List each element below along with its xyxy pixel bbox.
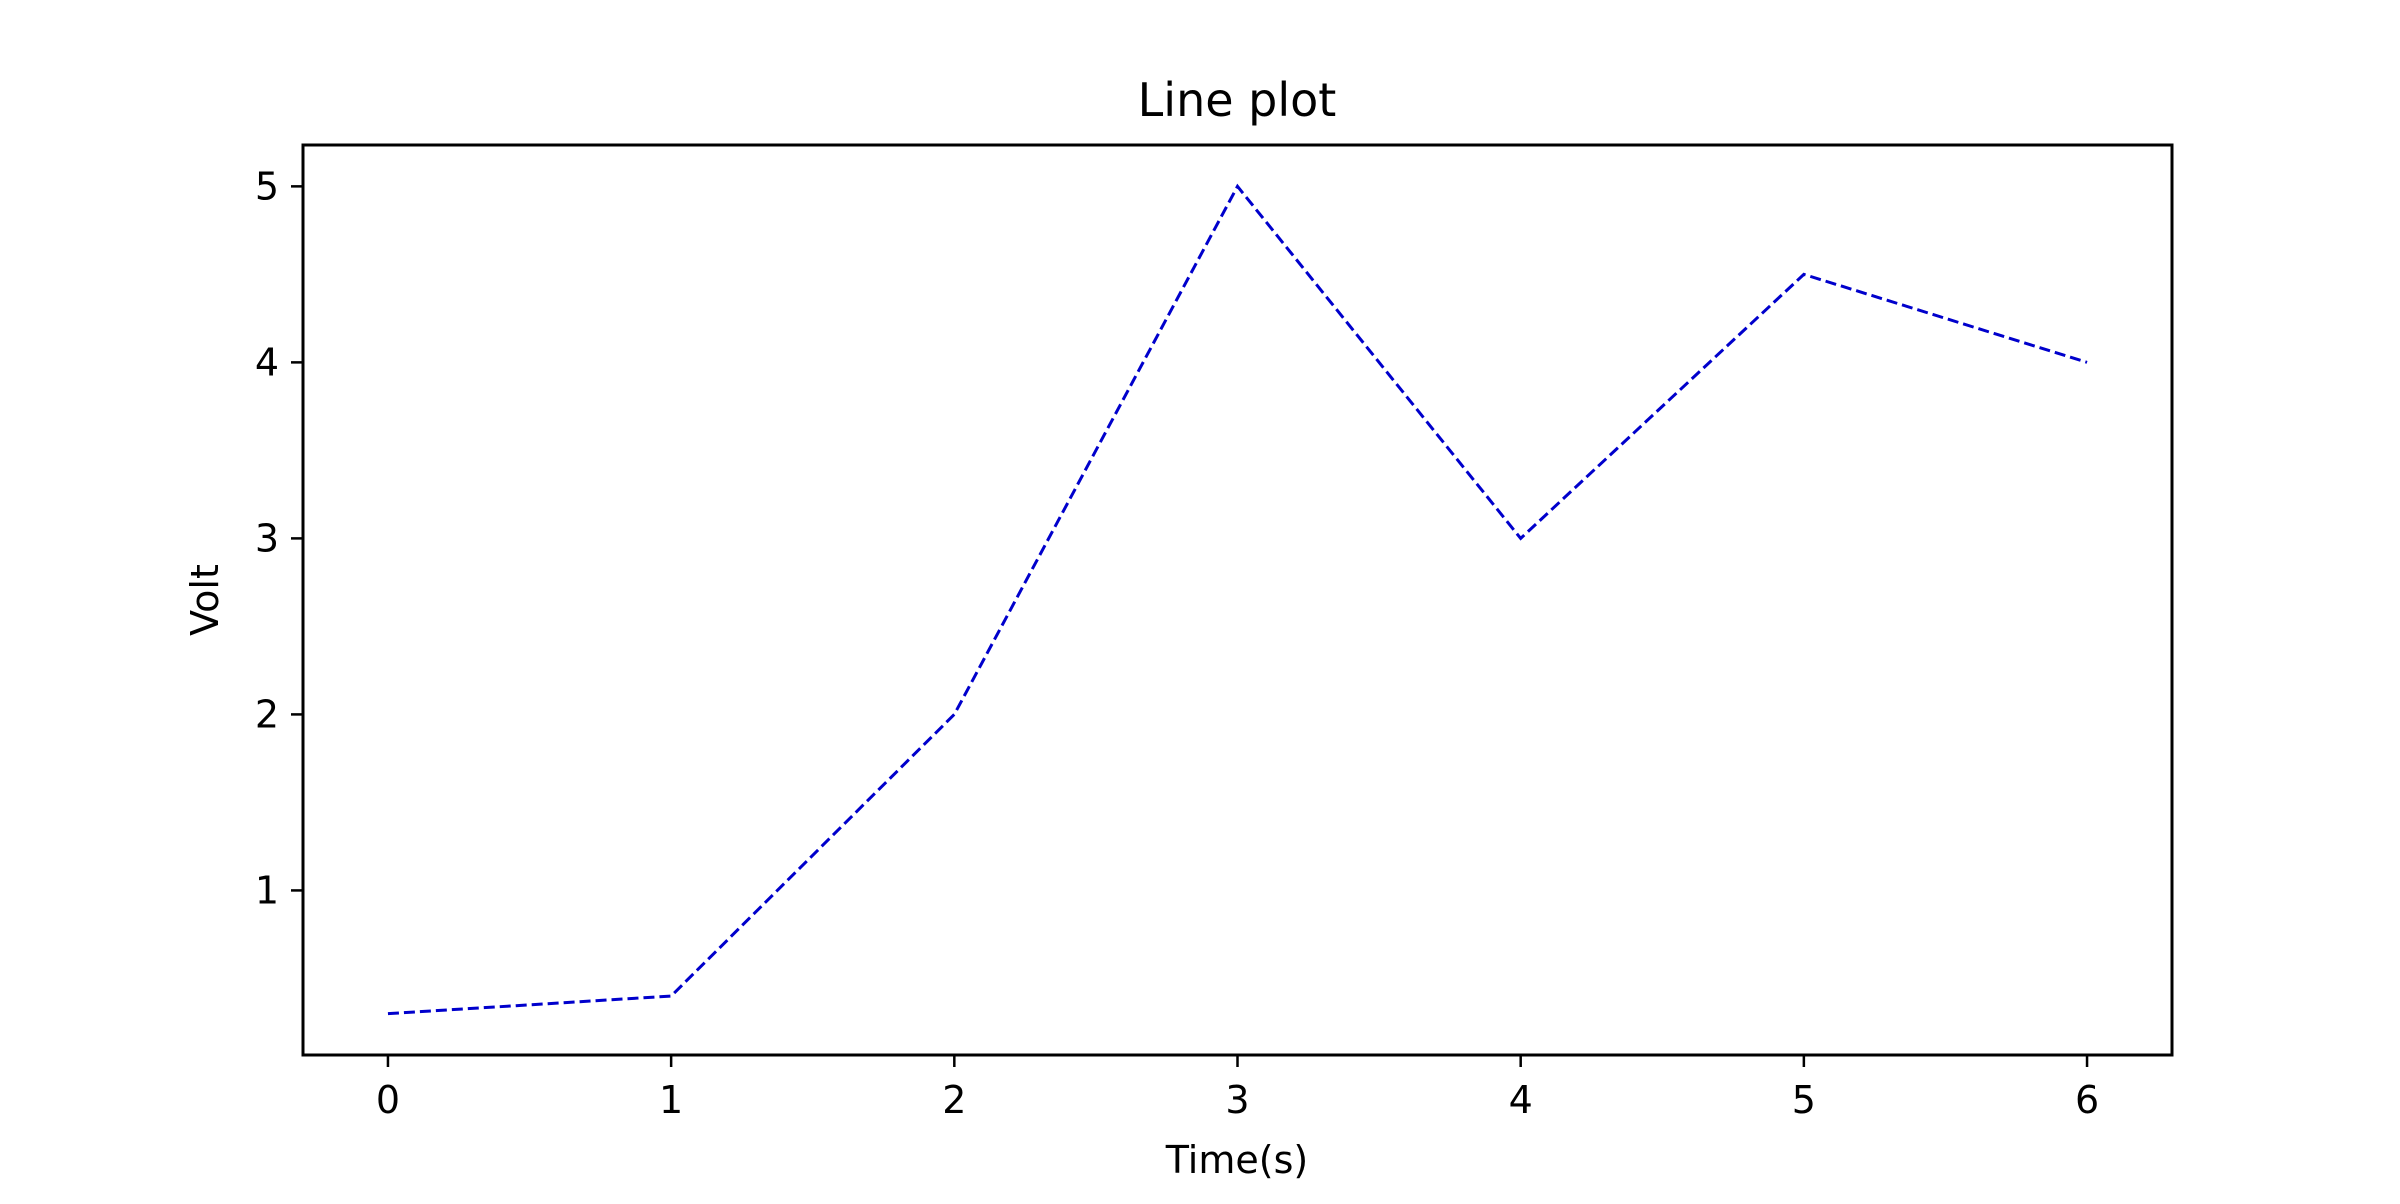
plot-area-frame — [301, 143, 2174, 1057]
y-axis: 1 2 3 4 5 — [255, 164, 303, 912]
x-axis: 0 1 2 3 4 5 6 — [376, 1055, 2099, 1122]
x-tick-label: 0 — [376, 1078, 400, 1122]
y-tick-label: 3 — [255, 516, 279, 560]
y-tick-label: 2 — [255, 692, 279, 736]
x-tick-label: 5 — [1792, 1078, 1816, 1122]
x-tick-label: 2 — [942, 1078, 966, 1122]
y-tick-label: 5 — [255, 164, 279, 208]
x-axis-label: Time(s) — [1165, 1138, 1308, 1182]
y-tick-label: 4 — [255, 340, 279, 384]
series-line — [387, 183, 2088, 1016]
y-tick-label: 1 — [255, 868, 279, 912]
x-tick-label: 4 — [1509, 1078, 1533, 1122]
y-axis-label: Volt — [183, 564, 227, 636]
x-tick-label: 3 — [1225, 1078, 1249, 1122]
x-tick-label: 1 — [659, 1078, 683, 1122]
x-tick-label: 6 — [2075, 1078, 2099, 1122]
chart-title: Line plot — [1138, 73, 1337, 127]
series-layer — [387, 183, 2088, 1016]
